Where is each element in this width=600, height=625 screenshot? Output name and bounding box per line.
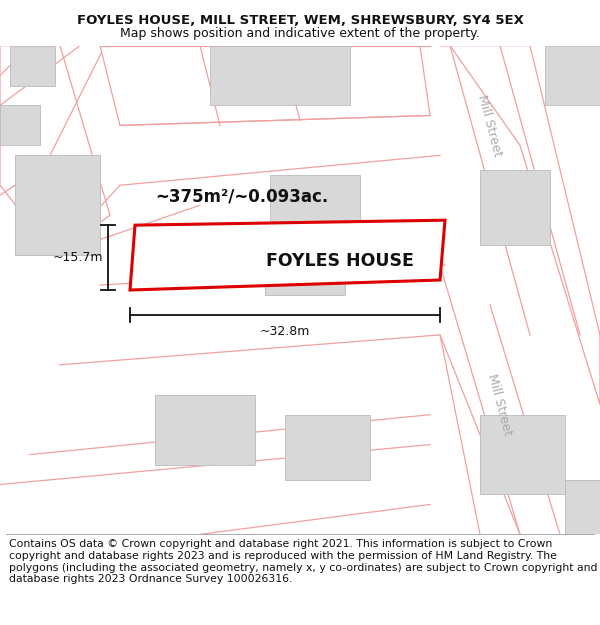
Text: ~15.7m: ~15.7m — [53, 251, 103, 264]
Polygon shape — [155, 395, 255, 464]
Text: FOYLES HOUSE: FOYLES HOUSE — [266, 252, 414, 270]
Polygon shape — [265, 240, 345, 295]
Polygon shape — [100, 46, 430, 126]
Polygon shape — [130, 220, 445, 290]
Polygon shape — [480, 170, 550, 245]
Polygon shape — [210, 46, 350, 106]
Text: Mill Street: Mill Street — [485, 372, 514, 437]
Polygon shape — [15, 156, 100, 255]
Polygon shape — [0, 106, 40, 146]
Polygon shape — [285, 414, 370, 479]
Polygon shape — [440, 46, 600, 405]
Polygon shape — [480, 414, 565, 494]
Text: FOYLES HOUSE, MILL STREET, WEM, SHREWSBURY, SY4 5EX: FOYLES HOUSE, MILL STREET, WEM, SHREWSBU… — [77, 14, 523, 27]
Polygon shape — [0, 46, 600, 534]
Text: Map shows position and indicative extent of the property.: Map shows position and indicative extent… — [120, 27, 480, 40]
Text: Mill Street: Mill Street — [476, 93, 505, 158]
Text: ~375m²/~0.093ac.: ~375m²/~0.093ac. — [155, 188, 328, 205]
Polygon shape — [545, 46, 600, 106]
Polygon shape — [0, 46, 110, 255]
Polygon shape — [10, 46, 55, 86]
Polygon shape — [270, 175, 360, 225]
Polygon shape — [565, 479, 600, 534]
Text: ~32.8m: ~32.8m — [260, 325, 310, 338]
Text: Contains OS data © Crown copyright and database right 2021. This information is : Contains OS data © Crown copyright and d… — [9, 539, 598, 584]
